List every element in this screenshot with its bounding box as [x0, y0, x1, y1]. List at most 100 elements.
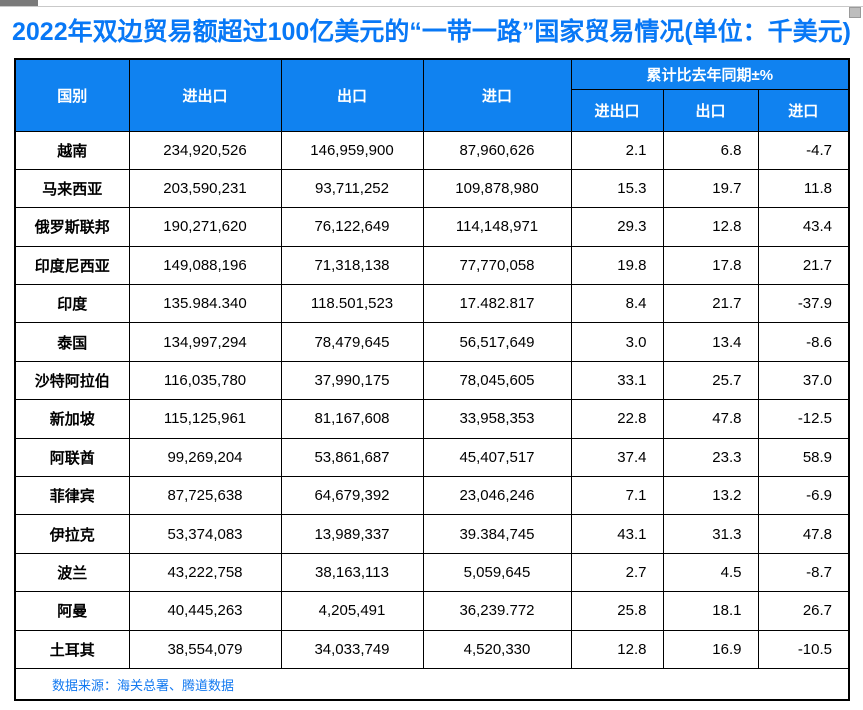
export-cell: 4,205,491 — [280, 591, 424, 631]
country-cell: 越南 — [14, 130, 130, 170]
trade-table-body: 越南 234,920,526 146,959,900 87,960,626 2.… — [14, 130, 850, 669]
import-cell: 5,059,645 — [422, 552, 572, 593]
total-cell: 190,271,620 — [128, 207, 282, 247]
yoy-import-cell: -8.7 — [757, 552, 850, 593]
yoy-export-cell: 6.8 — [662, 130, 759, 170]
yoy-export-cell: 19.7 — [662, 168, 759, 209]
total-cell: 135.984.340 — [128, 284, 282, 324]
yoy-export-cell: 18.1 — [662, 591, 759, 631]
import-cell: 56,517,649 — [422, 322, 572, 362]
header-yoy-import: 进口 — [757, 88, 850, 132]
yoy-total-cell: 22.8 — [570, 399, 664, 439]
export-cell: 71,318,138 — [280, 245, 424, 286]
import-cell: 33,958,353 — [422, 399, 572, 439]
table-row: 泰国 134,997,294 78,479,645 56,517,649 3.0… — [14, 322, 850, 362]
yoy-total-cell: 29.3 — [570, 207, 664, 247]
yoy-import-cell: 37.0 — [757, 360, 850, 401]
header-export: 出口 — [280, 58, 424, 132]
yoy-total-cell: 37.4 — [570, 437, 664, 478]
yoy-export-cell: 47.8 — [662, 399, 759, 439]
export-cell: 34,033,749 — [280, 629, 424, 669]
yoy-export-cell: 13.2 — [662, 476, 759, 516]
export-cell: 76,122,649 — [280, 207, 424, 247]
yoy-total-cell: 2.7 — [570, 552, 664, 593]
country-cell: 马来西亚 — [14, 168, 130, 209]
yoy-import-cell: 21.7 — [757, 245, 850, 286]
table-row: 马来西亚 203,590,231 93,711,252 109,878,980 … — [14, 168, 850, 209]
table-row: 印度尼西亚 149,088,196 71,318,138 77,770,058 … — [14, 245, 850, 286]
yoy-export-cell: 17.8 — [662, 245, 759, 286]
table-row: 俄罗斯联邦 190,271,620 76,122,649 114,148,971… — [14, 207, 850, 247]
total-cell: 87,725,638 — [128, 476, 282, 516]
country-cell: 新加坡 — [14, 399, 130, 439]
import-cell: 45,407,517 — [422, 437, 572, 478]
import-cell: 36,239.772 — [422, 591, 572, 631]
export-cell: 81,167,608 — [280, 399, 424, 439]
yoy-export-cell: 16.9 — [662, 629, 759, 669]
export-cell: 37,990,175 — [280, 360, 424, 401]
country-cell: 俄罗斯联邦 — [14, 207, 130, 247]
trade-table-footer: 数据来源：海关总署、腾道数据 — [14, 667, 850, 701]
trade-table: 国别 进出口 出口 进口 累计比去年同期±% 进出口 出口 进口 越南 234,… — [14, 58, 851, 702]
table-row: 土耳其 38,554,079 34,033,749 4,520,330 12.8… — [14, 629, 850, 669]
yoy-import-cell: 43.4 — [757, 207, 850, 247]
import-cell: 39.384,745 — [422, 514, 572, 554]
total-cell: 203,590,231 — [128, 168, 282, 209]
import-cell: 114,148,971 — [422, 207, 572, 247]
total-cell: 134,997,294 — [128, 322, 282, 362]
export-cell: 64,679,392 — [280, 476, 424, 516]
data-source-note: 数据来源：海关总署、腾道数据 — [14, 667, 850, 701]
table-row: 越南 234,920,526 146,959,900 87,960,626 2.… — [14, 130, 850, 170]
window-top-left-fragment — [0, 0, 38, 6]
table-row: 沙特阿拉伯 116,035,780 37,990,175 78,045,605 … — [14, 360, 850, 401]
total-cell: 116,035,780 — [128, 360, 282, 401]
country-cell: 伊拉克 — [14, 514, 130, 554]
total-cell: 40,445,263 — [128, 591, 282, 631]
table-row: 菲律宾 87,725,638 64,679,392 23,046,246 7.1… — [14, 476, 850, 516]
export-cell: 146,959,900 — [280, 130, 424, 170]
header-import: 进口 — [422, 58, 572, 132]
yoy-export-cell: 21.7 — [662, 284, 759, 324]
table-row: 阿联酋 99,269,204 53,861,687 45,407,517 37.… — [14, 437, 850, 478]
total-cell: 115,125,961 — [128, 399, 282, 439]
yoy-total-cell: 3.0 — [570, 322, 664, 362]
window-top-divider — [0, 6, 863, 7]
country-cell: 印度 — [14, 284, 130, 324]
header-yoy-export: 出口 — [662, 88, 759, 132]
vertical-scrollbar-thumb[interactable] — [849, 7, 861, 18]
page-title: 2022年双边贸易额超过100亿美元的“一带一路”国家贸易情况(单位：千美元) — [12, 18, 851, 46]
yoy-total-cell: 19.8 — [570, 245, 664, 286]
table-row: 阿曼 40,445,263 4,205,491 36,239.772 25.8 … — [14, 591, 850, 631]
total-cell: 99,269,204 — [128, 437, 282, 478]
yoy-import-cell: 11.8 — [757, 168, 850, 209]
total-cell: 234,920,526 — [128, 130, 282, 170]
table-row: 伊拉克 53,374,083 13,989,337 39.384,745 43.… — [14, 514, 850, 554]
yoy-export-cell: 13.4 — [662, 322, 759, 362]
yoy-import-cell: -6.9 — [757, 476, 850, 516]
table-row: 印度 135.984.340 118.501,523 17.482.817 8.… — [14, 284, 850, 324]
export-cell: 38,163,113 — [280, 552, 424, 593]
yoy-import-cell: -10.5 — [757, 629, 850, 669]
yoy-import-cell: -12.5 — [757, 399, 850, 439]
country-cell: 阿曼 — [14, 591, 130, 631]
country-cell: 土耳其 — [14, 629, 130, 669]
total-cell: 38,554,079 — [128, 629, 282, 669]
country-cell: 沙特阿拉伯 — [14, 360, 130, 401]
import-cell: 109,878,980 — [422, 168, 572, 209]
yoy-total-cell: 8.4 — [570, 284, 664, 324]
yoy-total-cell: 33.1 — [570, 360, 664, 401]
yoy-total-cell: 12.8 — [570, 629, 664, 669]
header-yoy-total: 进出口 — [570, 88, 664, 132]
export-cell: 78,479,645 — [280, 322, 424, 362]
import-cell: 4,520,330 — [422, 629, 572, 669]
trade-table-header: 国别 进出口 出口 进口 累计比去年同期±% 进出口 出口 进口 — [14, 58, 850, 132]
total-cell: 43,222,758 — [128, 552, 282, 593]
yoy-import-cell: 58.9 — [757, 437, 850, 478]
country-cell: 波兰 — [14, 552, 130, 593]
export-cell: 53,861,687 — [280, 437, 424, 478]
yoy-import-cell: 26.7 — [757, 591, 850, 631]
table-row: 新加坡 115,125,961 81,167,608 33,958,353 22… — [14, 399, 850, 439]
export-cell: 13,989,337 — [280, 514, 424, 554]
yoy-total-cell: 15.3 — [570, 168, 664, 209]
